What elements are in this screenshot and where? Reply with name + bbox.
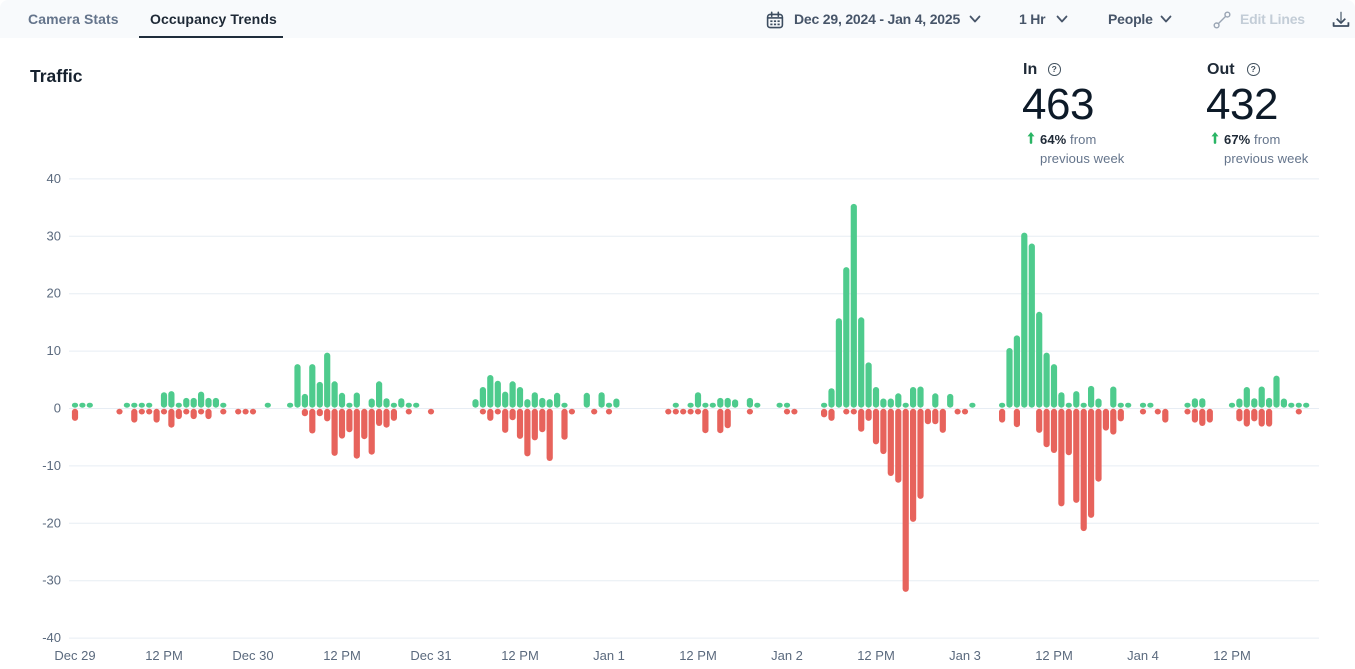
svg-text:Jan 1: Jan 1 <box>593 648 625 663</box>
svg-text:-40: -40 <box>42 630 61 645</box>
svg-text:Dec 29: Dec 29 <box>54 648 95 663</box>
svg-text:12 PM: 12 PM <box>679 648 717 663</box>
svg-text:12 PM: 12 PM <box>1213 648 1251 663</box>
svg-text:12 PM: 12 PM <box>1035 648 1073 663</box>
svg-text:Dec 30: Dec 30 <box>232 648 273 663</box>
svg-text:12 PM: 12 PM <box>145 648 183 663</box>
svg-text:Jan 2: Jan 2 <box>771 648 803 663</box>
svg-text:Jan 3: Jan 3 <box>949 648 981 663</box>
svg-text:Dec 31: Dec 31 <box>410 648 451 663</box>
svg-text:Jan 4: Jan 4 <box>1127 648 1159 663</box>
svg-text:-10: -10 <box>42 458 61 473</box>
svg-text:10: 10 <box>47 343 61 358</box>
svg-text:20: 20 <box>47 286 61 301</box>
svg-text:-20: -20 <box>42 515 61 530</box>
svg-text:30: 30 <box>47 228 61 243</box>
svg-text:12 PM: 12 PM <box>857 648 895 663</box>
svg-text:12 PM: 12 PM <box>323 648 361 663</box>
svg-text:40: 40 <box>47 171 61 186</box>
svg-text:0: 0 <box>54 401 61 416</box>
svg-text:-30: -30 <box>42 573 61 588</box>
svg-text:12 PM: 12 PM <box>501 648 539 663</box>
